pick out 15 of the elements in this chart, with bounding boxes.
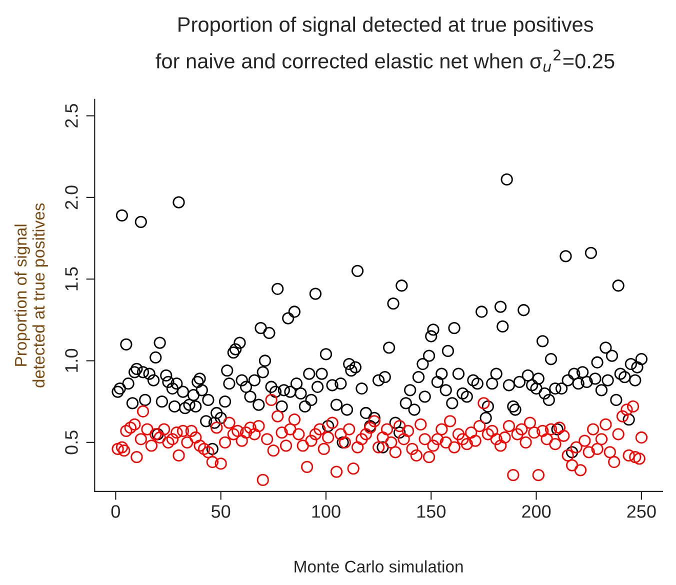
- x-tick-label: 50: [212, 505, 230, 518]
- x-tick-label: 0: [111, 505, 120, 518]
- y-tick-label: 1.5: [65, 267, 78, 290]
- y-tick-label: 2.0: [65, 186, 78, 210]
- x-tick-label: 100: [312, 505, 340, 518]
- x-tick-label: 150: [417, 505, 446, 518]
- chart-subtitle: for naive and corrected elastic net when σ$_{u}$$^{2}$=0.25: [156, 50, 614, 72]
- x-axis-title: Monte Carlo simulation: [294, 560, 463, 573]
- x-tick-label: 250: [627, 505, 656, 518]
- y-tick-label: 2.5: [65, 104, 78, 128]
- y-tick-label: 0.5: [65, 430, 78, 454]
- x-tick-label: 200: [522, 505, 551, 518]
- y-tick-label: 1.0: [65, 348, 78, 372]
- chart-title: Proportion of signal detected at true positives: [178, 16, 594, 36]
- y-axis-title: Proportion of signal detected at true positives: [14, 203, 48, 388]
